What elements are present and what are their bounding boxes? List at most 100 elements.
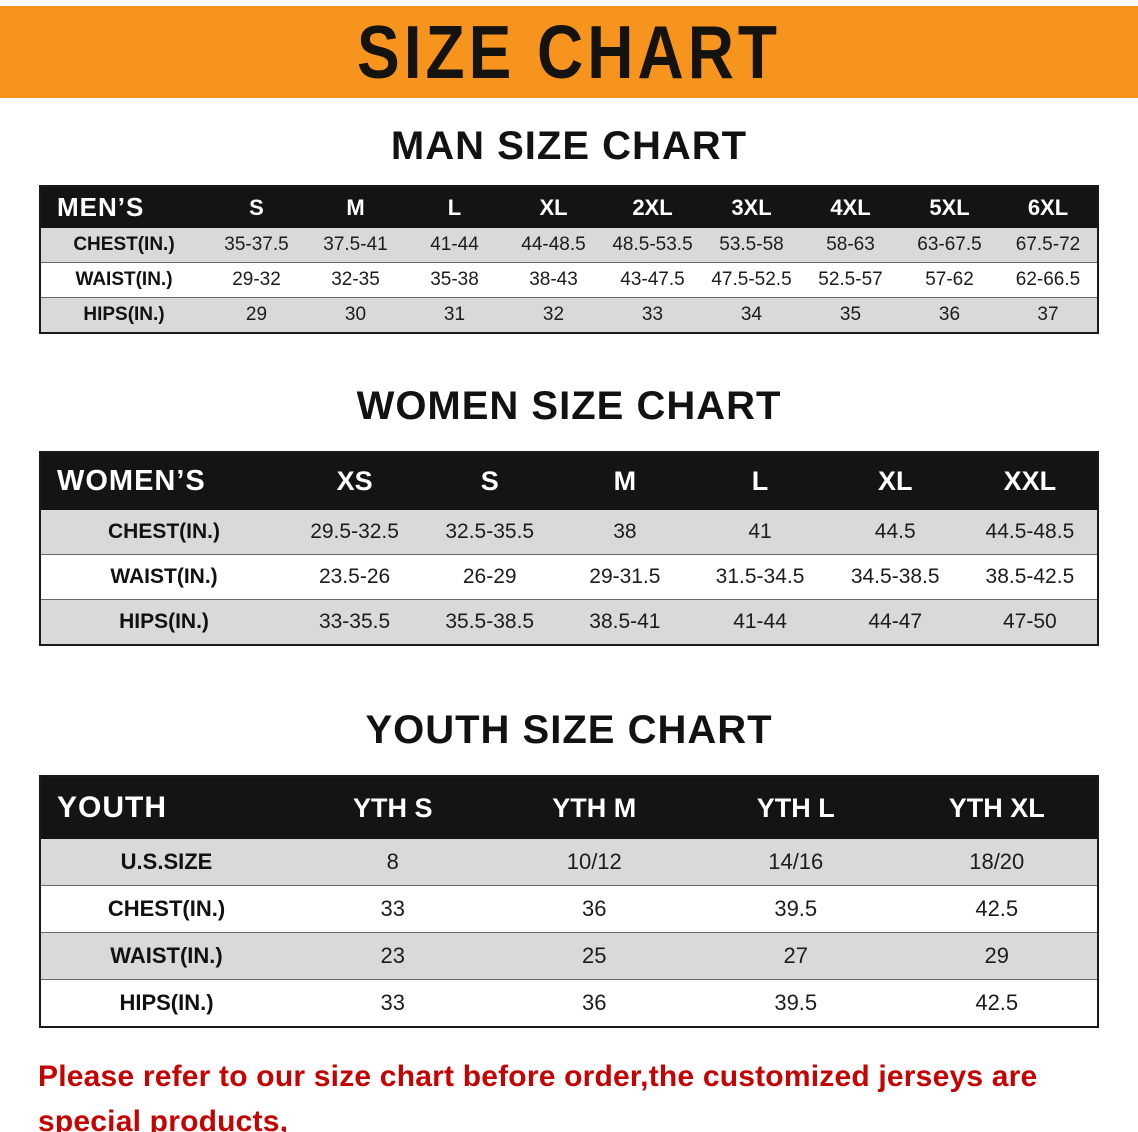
size-column-header: 6XL xyxy=(999,186,1098,228)
size-value-cell: 41-44 xyxy=(733,610,787,633)
size-value-cell: 42.5 xyxy=(975,990,1019,1015)
size-column-header: XL xyxy=(827,452,963,510)
size-value-cell: 48.5-53.5 xyxy=(612,234,693,255)
table-row: WAIST(IN.) 23 25 27 29 xyxy=(40,932,1098,980)
table-row: WAIST(IN.) 29-32 32-35 35-38 38-43 43-47.5 47.… xyxy=(40,262,1098,298)
size-value-cell: 42.5 xyxy=(975,896,1019,921)
size-column-header: 5XL xyxy=(900,186,999,228)
size-value-cell: 10/12 xyxy=(566,849,622,874)
table-row: CHEST(IN.) 35-37.5 37.5-41 41-44 44-48.5 48.5… xyxy=(40,228,1098,263)
size-value-cell: 34 xyxy=(740,304,763,325)
size-value-cell: 33 xyxy=(380,896,405,921)
size-column-header: 4XL xyxy=(801,186,900,228)
table-row: WAIST(IN.) 23.5-26 26-29 29-31.5 31.5-34.5 34… xyxy=(40,554,1098,600)
table-title-cell: MEN’S xyxy=(40,186,207,228)
measurement-label: HIPS(IN.) xyxy=(83,304,165,325)
measurement-label: HIPS(IN.) xyxy=(119,990,214,1015)
disclaimer-line-1: Please refer to our size chart before or… xyxy=(38,1060,1038,1132)
size-value-cell: 44.5 xyxy=(874,520,916,543)
size-value-cell: 32.5-35.5 xyxy=(445,520,535,543)
size-value-cell: 25 xyxy=(582,943,607,968)
page-title: SIZE CHART xyxy=(357,9,781,95)
size-value-cell: 29-31.5 xyxy=(589,565,661,588)
measurement-label: CHEST(IN.) xyxy=(108,520,220,543)
table-row: CHEST(IN.) 33 36 39.5 42.5 xyxy=(40,885,1098,933)
size-column-header: XXL xyxy=(962,452,1098,510)
size-value-cell: 52.5-57 xyxy=(818,269,883,290)
size-value-cell: 35.5-38.5 xyxy=(445,610,535,633)
size-column-header: XS xyxy=(287,452,423,510)
men-size-table: MEN’S S M L XL 2XL 3XL 4XL 5XL 6XL CHEST(IN.) 35-37… xyxy=(39,185,1099,334)
measurement-label: WAIST(IN.) xyxy=(110,943,223,968)
measurement-label: U.S.SIZE xyxy=(120,849,213,874)
size-value-cell: 63-67.5 xyxy=(917,234,982,255)
size-value-cell: 62-66.5 xyxy=(1015,269,1081,290)
size-value-cell: 47-50 xyxy=(1003,610,1057,633)
size-value-cell: 26-29 xyxy=(462,565,517,588)
size-column-header: YTH L xyxy=(695,776,897,839)
size-column-header: L xyxy=(405,186,504,228)
size-value-cell: 35-37.5 xyxy=(224,234,289,255)
size-value-cell: 33-35.5 xyxy=(318,610,391,633)
size-value-cell: 33 xyxy=(641,304,664,325)
table-header-row: MEN’S S M L XL 2XL 3XL 4XL 5XL 6XL xyxy=(40,186,1098,228)
size-value-cell: 32-35 xyxy=(331,269,380,290)
size-value-cell: 31 xyxy=(443,304,466,325)
measurement-label: WAIST(IN.) xyxy=(110,565,218,588)
size-column-header: S xyxy=(422,452,558,510)
size-column-header: YTH M xyxy=(493,776,695,839)
banner: SIZE CHART xyxy=(0,6,1138,98)
table-row: HIPS(IN.) 29 30 31 32 33 34 35 36 37 xyxy=(40,297,1098,333)
size-value-cell: 29-32 xyxy=(232,269,281,290)
size-value-cell: 35-38 xyxy=(430,269,479,290)
women-section: WOMEN SIZE CHART WOMEN’S XS S M L XL XXL CHEST(… xyxy=(0,384,1138,646)
size-column-header: M xyxy=(557,452,693,510)
size-value-cell: 18/20 xyxy=(969,849,1025,874)
size-value-cell: 44.5-48.5 xyxy=(985,520,1075,543)
men-section-title: MAN SIZE CHART xyxy=(390,124,748,168)
size-value-cell: 30 xyxy=(344,304,367,325)
size-column-header: L xyxy=(692,452,828,510)
measurement-label: HIPS(IN.) xyxy=(119,610,209,633)
size-value-cell: 36 xyxy=(582,896,607,921)
women-section-title: WOMEN SIZE CHART xyxy=(356,384,782,428)
men-section: MAN SIZE CHART MEN’S S M L XL 2XL 3XL 4XL 5XL 6XL… xyxy=(0,124,1138,334)
disclaimer: Please refer to our size chart before or… xyxy=(38,1054,1100,1132)
measurement-label: CHEST(IN.) xyxy=(107,896,226,921)
size-value-cell: 37.5-41 xyxy=(323,234,388,255)
size-value-cell: 41-44 xyxy=(430,234,479,255)
size-value-cell: 44-48.5 xyxy=(521,234,586,255)
measurement-label: CHEST(IN.) xyxy=(73,234,175,255)
table-row: U.S.SIZE 8 10/12 14/16 18/20 xyxy=(40,839,1098,886)
size-column-header: YTH S xyxy=(292,776,494,839)
youth-section: YOUTH SIZE CHART YOUTH YTH S YTH M YTH L YTH… xyxy=(0,708,1138,1028)
size-value-cell: 32 xyxy=(542,304,565,325)
size-value-cell: 57-62 xyxy=(925,269,974,290)
measurement-label: WAIST(IN.) xyxy=(75,269,173,290)
size-value-cell: 38-43 xyxy=(529,269,578,290)
size-value-cell: 36 xyxy=(938,304,961,325)
size-value-cell: 34.5-38.5 xyxy=(850,565,940,588)
size-value-cell: 38.5-42.5 xyxy=(985,565,1075,588)
size-value-cell: 23 xyxy=(380,943,405,968)
size-value-cell: 38.5-41 xyxy=(589,610,661,633)
size-value-cell: 44-47 xyxy=(868,610,923,633)
size-value-cell: 29 xyxy=(984,943,1009,968)
size-value-cell: 39.5 xyxy=(774,990,818,1015)
youth-size-table: YOUTH YTH S YTH M YTH L YTH XL U.S.SIZE 8 10/12… xyxy=(39,775,1099,1028)
size-column-header: YTH XL xyxy=(896,776,1098,839)
size-value-cell: 8 xyxy=(386,849,399,874)
size-value-cell: 47.5-52.5 xyxy=(711,269,792,290)
size-value-cell: 53.5-58 xyxy=(719,234,784,255)
size-column-header: 2XL xyxy=(603,186,702,228)
table-row: HIPS(IN.) 33-35.5 35.5-38.5 38.5-41 41-44 44-… xyxy=(40,599,1098,645)
table-title-cell: WOMEN’S xyxy=(40,452,287,510)
size-value-cell: 31.5-34.5 xyxy=(715,565,805,588)
size-value-cell: 43-47.5 xyxy=(620,269,685,290)
size-value-cell: 41 xyxy=(748,520,772,543)
size-column-header: 3XL xyxy=(702,186,801,228)
size-value-cell: 37 xyxy=(1037,304,1059,325)
size-value-cell: 36 xyxy=(582,990,607,1015)
size-value-cell: 27 xyxy=(783,943,808,968)
size-value-cell: 58-63 xyxy=(826,234,875,255)
